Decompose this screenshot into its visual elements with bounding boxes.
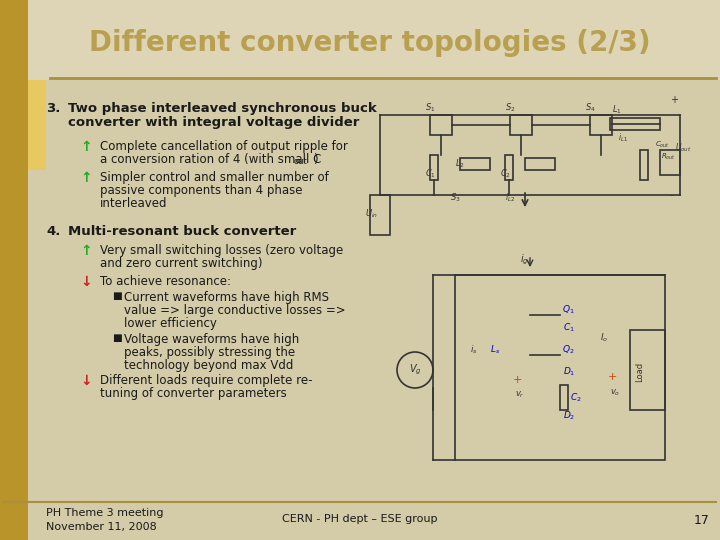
Text: $v_r$: $v_r$ [515,390,525,401]
Text: ): ) [313,153,318,166]
Text: 4.: 4. [46,225,60,238]
Text: PH Theme 3 meeting
November 11, 2008: PH Theme 3 meeting November 11, 2008 [46,508,163,532]
Bar [0,0,720,80]
Text: 17: 17 [694,514,710,527]
Text: $L_1$: $L_1$ [612,104,622,117]
Text: Voltage waveforms have high: Voltage waveforms have high [124,333,300,346]
Bar [640,150,648,180]
Text: interleaved: interleaved [100,197,168,210]
Text: technology beyond max Vdd: technology beyond max Vdd [124,359,293,372]
Text: peaks, possibly stressing the: peaks, possibly stressing the [124,346,295,359]
Bar [590,115,612,135]
Text: $U_{out}$: $U_{out}$ [675,141,691,153]
Text: lower efficiency: lower efficiency [124,317,217,330]
Text: Current waveforms have high RMS: Current waveforms have high RMS [124,291,329,304]
Text: $I_o$: $I_o$ [600,331,608,343]
Bar [430,115,452,135]
Text: $i_{L2}$: $i_{L2}$ [505,191,515,204]
Bar [660,150,680,175]
Text: +: + [670,95,678,105]
Bar [28,80,46,170]
Text: passive components than 4 phase: passive components than 4 phase [100,184,302,197]
Text: ↑: ↑ [80,140,91,154]
Text: converter with integral voltage divider: converter with integral voltage divider [68,116,359,129]
Text: value => large conductive losses =>: value => large conductive losses => [124,304,346,317]
Text: $U_{in}$: $U_{in}$ [365,208,378,220]
Text: $i_s$: $i_s$ [470,343,477,355]
Text: +: + [513,375,523,385]
Text: a conversion ration of 4 (with small C: a conversion ration of 4 (with small C [100,153,321,166]
Bar [505,155,513,180]
Text: ↑: ↑ [80,171,91,185]
Text: Simpler control and smaller number of: Simpler control and smaller number of [100,171,329,184]
Text: Multi-resonant buck converter: Multi-resonant buck converter [68,225,296,238]
Text: $i_g$: $i_g$ [520,252,528,267]
Bar [525,158,555,170]
Text: Different loads require complete re-: Different loads require complete re- [100,374,312,387]
Text: Very small switching losses (zero voltage: Very small switching losses (zero voltag… [100,244,343,257]
Bar [0,80,720,540]
Text: $C_2$: $C_2$ [570,391,582,403]
Text: $S_3$: $S_3$ [450,191,461,204]
Text: ■: ■ [112,291,122,301]
Text: $S_4$: $S_4$ [585,101,595,113]
Text: $L_s$: $L_s$ [490,343,500,355]
Text: $S_1$: $S_1$ [425,101,436,113]
Bar [630,330,665,410]
Text: Different converter topologies (2/3): Different converter topologies (2/3) [89,29,651,57]
Bar [430,155,438,180]
Text: and zero current switching): and zero current switching) [100,257,263,270]
Text: CERN - PH dept – ESE group: CERN - PH dept – ESE group [282,514,438,524]
Text: $R_{out}$: $R_{out}$ [661,152,676,162]
Text: $C_1$: $C_1$ [425,168,436,180]
Text: $S_2$: $S_2$ [505,101,516,113]
Text: ↑: ↑ [80,244,91,258]
Bar [455,275,665,460]
Text: Complete cancellation of output ripple for: Complete cancellation of output ripple f… [100,140,348,153]
Bar [0,0,28,540]
Text: $D_1$: $D_1$ [563,366,575,379]
Text: ■: ■ [112,333,122,343]
Text: $L_2$: $L_2$ [455,158,465,171]
Text: 3.: 3. [46,102,60,115]
Bar [560,385,568,410]
Text: $D_2$: $D_2$ [563,409,575,422]
Text: Two phase interleaved synchronous buck: Two phase interleaved synchronous buck [68,102,377,115]
Bar [460,158,490,170]
Bar [610,118,660,130]
Text: Load: Load [636,362,644,382]
Text: tuning of converter parameters: tuning of converter parameters [100,387,287,400]
Bar [370,195,390,235]
Text: +: + [608,372,617,382]
Text: $C_2$: $C_2$ [500,168,511,180]
Text: -: - [670,190,673,200]
Text: To achieve resonance:: To achieve resonance: [100,275,231,288]
Text: $C_1$: $C_1$ [563,321,575,334]
Text: $V_g$: $V_g$ [409,363,421,377]
Text: out: out [294,157,307,166]
Text: $Q_2$: $Q_2$ [562,344,575,356]
Text: $v_o$: $v_o$ [610,388,621,399]
Text: $i_{L1}$: $i_{L1}$ [618,131,628,144]
Text: ↓: ↓ [80,275,91,289]
Text: $Q_1$: $Q_1$ [562,304,575,316]
Bar [510,115,532,135]
Text: $C_{out}$: $C_{out}$ [655,140,670,150]
Text: ↓: ↓ [80,374,91,388]
